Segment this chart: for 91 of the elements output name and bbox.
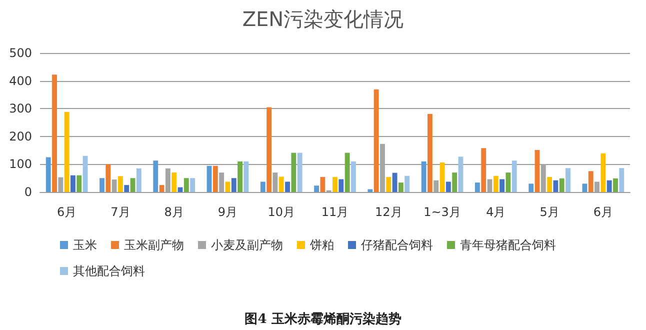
legend-label: 其他配合饲料 — [73, 264, 145, 278]
bar — [404, 176, 410, 192]
y-tick-label: 300 — [9, 102, 32, 116]
bar — [553, 180, 558, 192]
bar — [130, 178, 136, 192]
bar — [398, 182, 404, 192]
bar — [506, 172, 511, 192]
bar — [291, 152, 296, 192]
bar — [458, 156, 464, 192]
bar — [238, 161, 242, 192]
bar — [212, 166, 218, 192]
bar — [528, 184, 534, 192]
bar — [172, 172, 177, 192]
x-tick-label: 12月 — [374, 205, 402, 219]
chart-title: ZEN污染变化情况 — [242, 7, 404, 31]
bar — [344, 152, 350, 192]
bar — [260, 182, 266, 192]
x-tick-label: 5月 — [540, 205, 560, 219]
bar — [64, 112, 70, 192]
bar — [231, 178, 236, 192]
y-tick-label: 200 — [9, 129, 32, 144]
bar — [190, 178, 196, 192]
bar — [266, 107, 272, 192]
bar — [285, 182, 290, 192]
bar — [76, 175, 82, 192]
bar — [534, 150, 540, 192]
legend-label: 玉米副产物 — [124, 238, 184, 252]
x-tick-label: 6月 — [57, 205, 77, 219]
bar — [493, 176, 498, 192]
x-tick-label: 1~3月 — [424, 205, 461, 219]
legend-label: 仔猪配合饲料 — [361, 238, 433, 252]
bar — [474, 182, 480, 192]
bar — [70, 175, 76, 192]
bar — [606, 180, 612, 192]
bar — [52, 74, 57, 192]
bar — [244, 161, 249, 192]
bar — [582, 184, 588, 192]
y-tick-label: 0 — [24, 185, 32, 199]
x-tick-label: 8月 — [164, 205, 184, 219]
bar — [320, 176, 326, 192]
bar — [446, 182, 451, 192]
x-tick-label: 4月 — [486, 205, 506, 219]
y-tick-label: 500 — [9, 46, 32, 60]
bar — [332, 176, 338, 192]
bar — [421, 161, 426, 192]
bar — [314, 186, 320, 192]
caption: 图4 玉米赤霉烯酮污染趋势 — [244, 311, 402, 327]
bar — [392, 172, 398, 192]
bar — [184, 178, 189, 192]
x-tick-label: 9月 — [218, 205, 238, 219]
bar — [374, 89, 379, 192]
bar — [278, 176, 284, 192]
y-tick-label: 400 — [9, 74, 32, 88]
bar — [206, 166, 212, 192]
bar — [124, 185, 130, 192]
bar — [566, 168, 570, 192]
bar — [512, 160, 517, 192]
bar — [600, 153, 606, 192]
bar — [452, 172, 458, 192]
legend-label: 饼粕 — [309, 238, 334, 252]
legend-label: 玉米 — [73, 238, 97, 252]
bar — [82, 156, 88, 192]
bar — [547, 176, 552, 192]
bar — [297, 152, 302, 192]
bar — [440, 162, 445, 192]
bar — [46, 157, 51, 192]
bar — [136, 168, 142, 192]
bar — [159, 185, 164, 192]
bar — [338, 179, 344, 192]
bar — [106, 164, 111, 192]
bar — [386, 176, 392, 192]
x-tick-label: 10月 — [268, 205, 296, 219]
bar — [225, 182, 230, 192]
bar — [428, 114, 432, 192]
x-tick-label: 7月 — [110, 205, 130, 219]
bar — [350, 161, 356, 192]
bar — [588, 171, 594, 192]
bar — [613, 178, 618, 192]
bar — [500, 179, 505, 192]
bar — [100, 178, 104, 192]
y-tick-label: 100 — [9, 157, 32, 172]
legend-label: 青年母猪配合饲料 — [460, 238, 556, 252]
bar — [481, 148, 486, 192]
bar — [559, 178, 564, 192]
x-tick-label: 6月 — [593, 205, 613, 219]
x-tick-label: 11月 — [321, 205, 349, 219]
legend-label: 小麦及副产物 — [211, 238, 283, 252]
bar — [153, 160, 158, 192]
bar — [118, 176, 123, 192]
bar — [368, 189, 373, 192]
bar — [619, 168, 624, 192]
